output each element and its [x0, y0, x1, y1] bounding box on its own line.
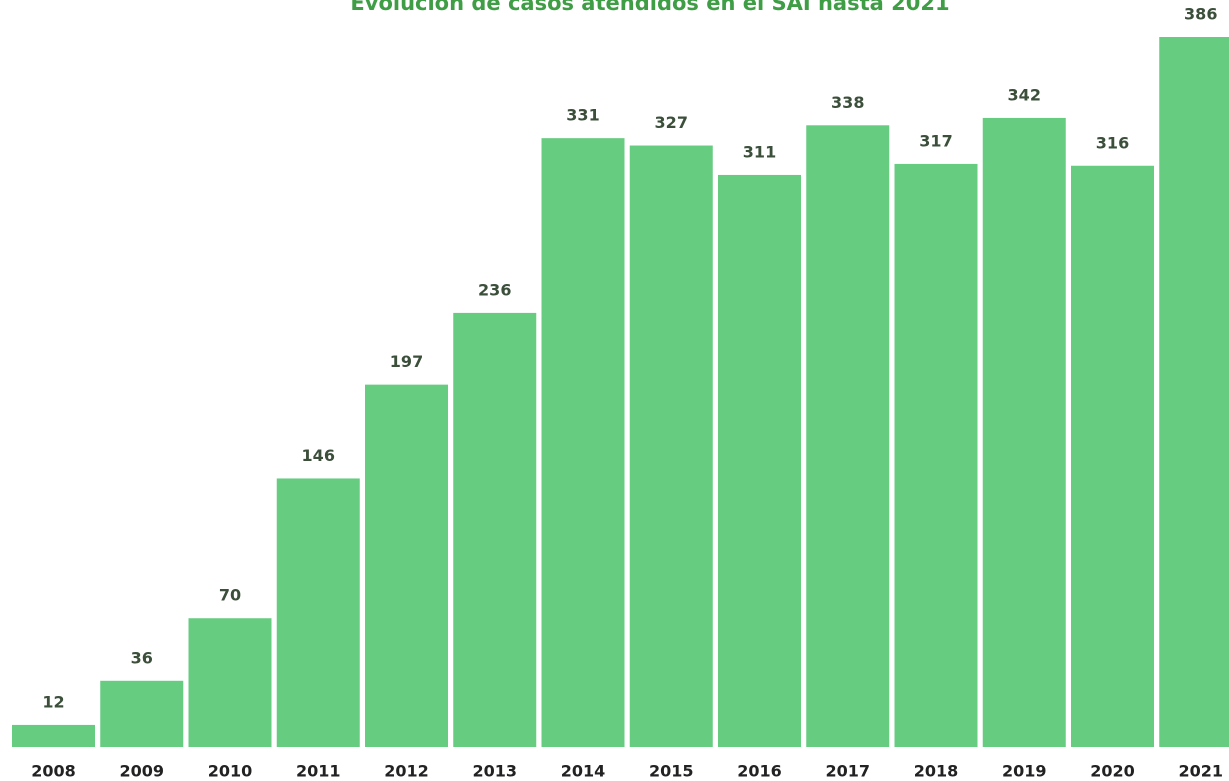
bar	[365, 384, 448, 747]
data-label: 317	[919, 131, 952, 150]
data-label: 36	[131, 648, 153, 667]
chart-title: Evolución de casos atendidos en el SAI h…	[350, 0, 949, 15]
data-label: 342	[1008, 85, 1041, 104]
data-label: 331	[566, 106, 599, 125]
bar	[453, 312, 537, 747]
bar	[276, 478, 360, 747]
x-tick-label: 2011	[296, 762, 341, 781]
x-tick-label: 2010	[208, 762, 253, 781]
data-label: 316	[1096, 133, 1129, 152]
x-tick-label: 2012	[384, 762, 429, 781]
bar	[894, 163, 978, 747]
x-tick-label: 2020	[1090, 762, 1135, 781]
bar	[541, 138, 625, 748]
bar	[718, 174, 801, 747]
bar	[1071, 165, 1154, 747]
data-label: 12	[42, 692, 64, 711]
data-label: 236	[478, 280, 511, 299]
x-tick-label: 2009	[119, 762, 164, 781]
x-tick-label: 2014	[561, 762, 606, 781]
x-tick-label: 2016	[737, 762, 782, 781]
x-tick-label: 2015	[649, 762, 694, 781]
data-label: 70	[219, 586, 241, 605]
bar	[1159, 37, 1229, 747]
data-label: 197	[390, 352, 423, 371]
x-tick-label: 2018	[914, 762, 959, 781]
x-tick-label: 2017	[825, 762, 870, 781]
data-label: 386	[1184, 5, 1217, 24]
bar	[12, 724, 95, 747]
x-tick-label: 2021	[1178, 762, 1223, 781]
bar	[100, 680, 184, 747]
bar	[982, 117, 1066, 748]
data-label: 327	[655, 113, 688, 132]
data-label: 338	[831, 93, 864, 112]
x-tick-label: 2013	[472, 762, 517, 781]
bar	[629, 145, 713, 747]
bar	[188, 618, 272, 747]
data-label: 311	[743, 142, 776, 161]
x-tick-label: 2019	[1002, 762, 1047, 781]
bar	[806, 125, 890, 747]
data-label: 146	[302, 446, 335, 465]
x-tick-label: 2008	[31, 762, 76, 781]
